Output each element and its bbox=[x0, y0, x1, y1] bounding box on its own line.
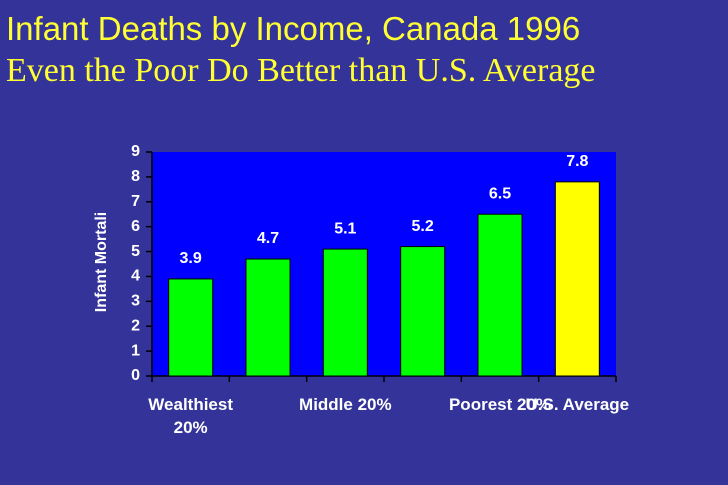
y-tick-label: 9 bbox=[131, 143, 140, 160]
bar bbox=[400, 246, 446, 377]
x-tick-label: U.S. Average bbox=[525, 395, 630, 414]
y-axis-label: Infant Mortali bbox=[93, 212, 110, 312]
bar bbox=[322, 248, 368, 377]
y-tick-label: 4 bbox=[131, 268, 140, 285]
x-tick-label: Middle 20% bbox=[299, 395, 392, 414]
y-tick-label: 6 bbox=[131, 218, 140, 235]
y-tick-label: 7 bbox=[131, 193, 140, 210]
value-label: 5.2 bbox=[412, 218, 434, 235]
y-tick-label: 2 bbox=[131, 317, 140, 334]
x-tick-label: Wealthiest 20% bbox=[148, 395, 234, 437]
bar bbox=[477, 213, 523, 377]
bar bbox=[168, 278, 214, 377]
y-tick-label: 3 bbox=[131, 293, 140, 310]
chart-title: Infant Deaths by Income, Canada 1996 bbox=[6, 10, 581, 47]
x-tick-label: Poorest 20% bbox=[448, 395, 552, 414]
chart-subtitle: Even the Poor Do Better than U.S. Averag… bbox=[6, 52, 596, 89]
value-label: 6.5 bbox=[489, 185, 511, 202]
value-label: 3.9 bbox=[180, 250, 202, 267]
value-label: 7.8 bbox=[566, 153, 588, 170]
y-tick-label: 8 bbox=[131, 168, 140, 185]
value-label: 4.7 bbox=[257, 230, 279, 247]
plot-area bbox=[152, 152, 616, 376]
y-tick-label: 5 bbox=[131, 243, 140, 260]
y-tick-label: 0 bbox=[131, 367, 140, 384]
value-label: 5.1 bbox=[334, 220, 356, 237]
bar bbox=[245, 258, 291, 377]
y-tick-label: 1 bbox=[131, 342, 140, 359]
bar bbox=[554, 181, 600, 377]
